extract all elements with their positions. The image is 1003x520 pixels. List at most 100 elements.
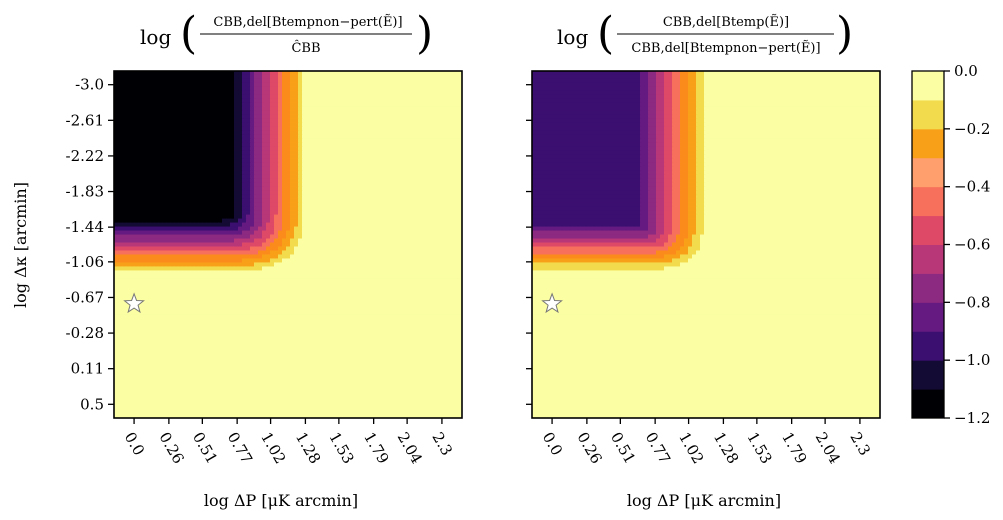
heatmap-cell xyxy=(142,262,147,268)
heatmap-cell xyxy=(438,71,443,76)
heatmap-cell xyxy=(294,158,299,164)
heatmap-cell xyxy=(230,114,235,120)
heatmap-cell xyxy=(166,98,171,104)
heatmap-cell xyxy=(122,246,127,252)
heatmap-cell xyxy=(330,286,335,291)
heatmap-cell xyxy=(394,206,399,212)
heatmap-cell xyxy=(370,130,375,136)
heatmap-cell xyxy=(194,198,199,204)
heatmap-cell xyxy=(142,102,147,108)
heatmap-cell xyxy=(222,218,227,224)
heatmap-cell xyxy=(154,122,159,128)
heatmap-cell xyxy=(362,138,367,144)
heatmap-cell xyxy=(186,198,191,204)
heatmap-cell xyxy=(282,86,287,92)
heatmap-cell xyxy=(218,194,223,200)
heatmap-cell xyxy=(222,118,227,124)
heatmap-cell xyxy=(402,154,407,160)
heatmap-cell xyxy=(398,86,403,92)
heatmap-cell xyxy=(330,86,335,92)
heatmap-cell xyxy=(374,286,379,291)
heatmap-cell xyxy=(166,134,171,140)
heatmap-cell xyxy=(354,234,359,240)
heatmap-cell xyxy=(310,234,315,240)
heatmap-cell xyxy=(126,142,131,148)
heatmap-cell xyxy=(174,86,179,92)
heatmap-cell xyxy=(178,270,183,276)
heatmap-cell xyxy=(426,102,431,108)
heatmap-cell xyxy=(394,258,399,264)
heatmap-cell xyxy=(154,262,159,268)
heatmap-cell xyxy=(454,130,459,136)
heatmap-cell xyxy=(374,246,379,252)
heatmap-cell xyxy=(362,210,367,216)
heatmap-cell xyxy=(302,71,307,76)
heatmap-cell xyxy=(158,182,163,188)
heatmap-cell xyxy=(214,158,219,164)
heatmap-cell xyxy=(278,274,283,279)
heatmap-cell xyxy=(218,266,223,272)
heatmap-cell xyxy=(278,198,283,204)
heatmap-cell xyxy=(238,114,243,120)
heatmap-cell xyxy=(358,194,363,200)
heatmap-cell xyxy=(378,278,383,283)
heatmap-cell xyxy=(262,130,267,136)
heatmap-cell xyxy=(370,166,375,172)
heatmap-cell xyxy=(346,98,351,104)
heatmap-cell xyxy=(410,126,415,132)
heatmap-cell xyxy=(230,250,235,256)
heatmap-cell xyxy=(430,286,435,291)
heatmap-cell xyxy=(426,266,431,272)
heatmap-cell xyxy=(382,266,387,272)
heatmap-cell xyxy=(170,174,175,180)
heatmap-cell xyxy=(330,78,335,84)
heatmap-cell xyxy=(438,118,443,124)
heatmap-cell xyxy=(222,86,227,92)
heatmap-cell xyxy=(234,190,239,196)
heatmap-cell xyxy=(266,114,271,120)
heatmap-cell xyxy=(146,186,151,192)
heatmap-cell xyxy=(342,294,347,299)
heatmap-cell xyxy=(414,74,419,80)
heatmap-cell xyxy=(186,194,191,200)
heatmap-cell xyxy=(254,262,259,268)
heatmap-cell xyxy=(190,186,195,192)
heatmap-cell xyxy=(134,74,139,80)
heatmap-cell xyxy=(154,230,159,236)
heatmap-cell xyxy=(270,278,275,283)
heatmap-cell xyxy=(202,202,207,208)
heatmap-cell xyxy=(234,206,239,212)
heatmap-cell xyxy=(286,118,291,124)
heatmap-cell xyxy=(242,258,247,264)
heatmap-cell xyxy=(390,110,395,116)
heatmap-cell xyxy=(442,118,447,124)
heatmap-cell xyxy=(406,174,411,180)
heatmap-cell xyxy=(222,270,227,276)
heatmap-cell xyxy=(242,134,247,140)
heatmap-cell xyxy=(222,250,227,256)
heatmap-cell xyxy=(294,198,299,204)
heatmap-cell xyxy=(118,242,123,248)
heatmap-cell xyxy=(166,114,171,120)
heatmap-cell xyxy=(158,218,163,224)
heatmap-cell xyxy=(362,118,367,124)
heatmap-cell xyxy=(286,126,291,132)
heatmap-cell xyxy=(278,194,283,200)
heatmap-cell xyxy=(450,206,455,212)
heatmap-cell xyxy=(390,238,395,244)
heatmap-cell xyxy=(326,262,331,268)
heatmap-cell xyxy=(250,226,255,232)
heatmap-cell xyxy=(114,166,119,172)
heatmap-cell xyxy=(126,94,131,100)
heatmap-cell xyxy=(426,166,431,172)
heatmap-cell xyxy=(338,102,343,108)
heatmap-cell xyxy=(222,266,227,272)
heatmap-cell xyxy=(458,110,462,116)
heatmap-cell xyxy=(246,250,251,256)
heatmap-cell xyxy=(342,170,347,176)
heatmap-cell xyxy=(226,274,231,279)
heatmap-cell xyxy=(290,94,295,100)
heatmap-cell xyxy=(126,106,131,112)
heatmap-cell xyxy=(402,230,407,236)
heatmap-cell xyxy=(198,266,203,272)
